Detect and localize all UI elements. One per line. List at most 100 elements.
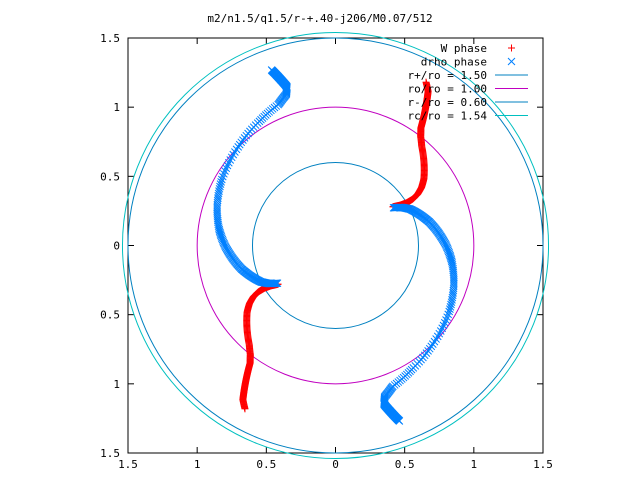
data-point (442, 316, 450, 324)
marker-stroke (443, 243, 451, 252)
marker-stroke (218, 234, 226, 243)
marker-stroke (219, 237, 227, 245)
marker-stroke (218, 172, 227, 181)
data-point (427, 342, 436, 351)
marker-stroke (217, 231, 225, 240)
legend-label: ro/ro = 1.00 (408, 83, 487, 96)
data-point (235, 140, 244, 149)
marker-stroke (446, 302, 455, 311)
marker-stroke (216, 180, 225, 189)
data-point (216, 182, 224, 191)
marker-stroke (446, 305, 454, 314)
marker-stroke (427, 342, 436, 351)
marker-stroke (507, 57, 516, 66)
data-point (448, 296, 456, 304)
data-point (213, 205, 221, 214)
marker-stroke (221, 167, 229, 175)
marker-stroke (450, 279, 458, 288)
marker-stroke (217, 175, 226, 184)
marker-stroke (448, 259, 457, 267)
data-point (217, 177, 225, 186)
data-point (446, 305, 454, 314)
legend-label: r-/ro = 0.60 (408, 96, 487, 109)
data-point (389, 203, 398, 212)
chart-title: m2/n1.5/q1.5/r-+.40-j206/M0.07/512 (207, 12, 432, 25)
data-point (213, 203, 221, 212)
radius-circle (121, 31, 550, 460)
data-point (445, 250, 454, 259)
marker-stroke (447, 300, 455, 309)
marker-stroke (235, 140, 244, 149)
x-tick-label: 0.5 (395, 458, 415, 471)
marker-stroke (448, 296, 456, 304)
marker-stroke (389, 203, 398, 212)
marker-stroke (220, 239, 228, 248)
phase-points (213, 66, 458, 425)
marker-stroke (447, 257, 456, 266)
marker-stroke (215, 184, 224, 193)
data-point (447, 257, 456, 266)
data-point (444, 247, 453, 256)
data-point (422, 78, 430, 86)
data-point (445, 248, 453, 257)
data-point (215, 187, 223, 195)
marker-stroke (214, 224, 223, 232)
data-point (217, 231, 225, 240)
marker-stroke (443, 313, 451, 322)
legend-marker (507, 57, 516, 66)
marker-stroke (217, 177, 225, 186)
data-point (216, 228, 224, 237)
radius-circle (252, 162, 419, 329)
radius-circle (127, 37, 544, 454)
data-point (241, 405, 249, 413)
marker-stroke (273, 279, 282, 288)
y-tick-label: 1 (113, 101, 120, 114)
data-point (218, 235, 227, 244)
marker-stroke (214, 222, 223, 230)
marker-stroke (447, 298, 456, 307)
x-tick-label: 1.5 (118, 458, 138, 471)
y-tick-label: 0 (113, 240, 120, 253)
y-tick-label: 0.5 (100, 170, 120, 183)
data-point (443, 244, 452, 253)
y-tick-label: 1.5 (100, 447, 120, 460)
marker-stroke (447, 256, 456, 264)
y-tick-label: 0.5 (100, 309, 120, 322)
data-point (215, 184, 224, 193)
marker-stroke (446, 253, 455, 261)
data-point (450, 279, 458, 288)
data-point (446, 302, 455, 311)
legend-label: drho phase (421, 56, 487, 69)
legend-label: rc/ro = 1.54 (408, 110, 488, 123)
data-point (444, 310, 453, 319)
marker-stroke (215, 227, 224, 235)
data-point (446, 253, 455, 261)
marker-stroke (218, 235, 227, 244)
data-point (215, 227, 224, 235)
data-point (217, 175, 226, 184)
marker-stroke (448, 261, 457, 269)
data-point (450, 277, 458, 286)
marker-stroke (450, 277, 458, 286)
radius-circle (196, 106, 475, 385)
marker-stroke (444, 310, 453, 319)
marker-stroke (213, 205, 221, 214)
data-point (221, 167, 229, 175)
data-point (443, 243, 451, 252)
data-point (447, 256, 456, 264)
marker-stroke (216, 230, 225, 238)
data-point (273, 279, 282, 288)
marker-stroke (216, 182, 224, 191)
x-tick-label: 1 (194, 458, 201, 471)
x-tick-label: 0.5 (256, 458, 276, 471)
data-point (447, 298, 456, 307)
marker-stroke (219, 238, 228, 247)
y-tick-label: 1.5 (100, 32, 120, 45)
legend-label: r+/ro = 1.50 (408, 69, 487, 82)
data-point (448, 259, 457, 267)
data-point (447, 300, 455, 309)
data-point (216, 230, 225, 238)
marker-stroke (217, 232, 226, 241)
data-point (446, 251, 454, 260)
